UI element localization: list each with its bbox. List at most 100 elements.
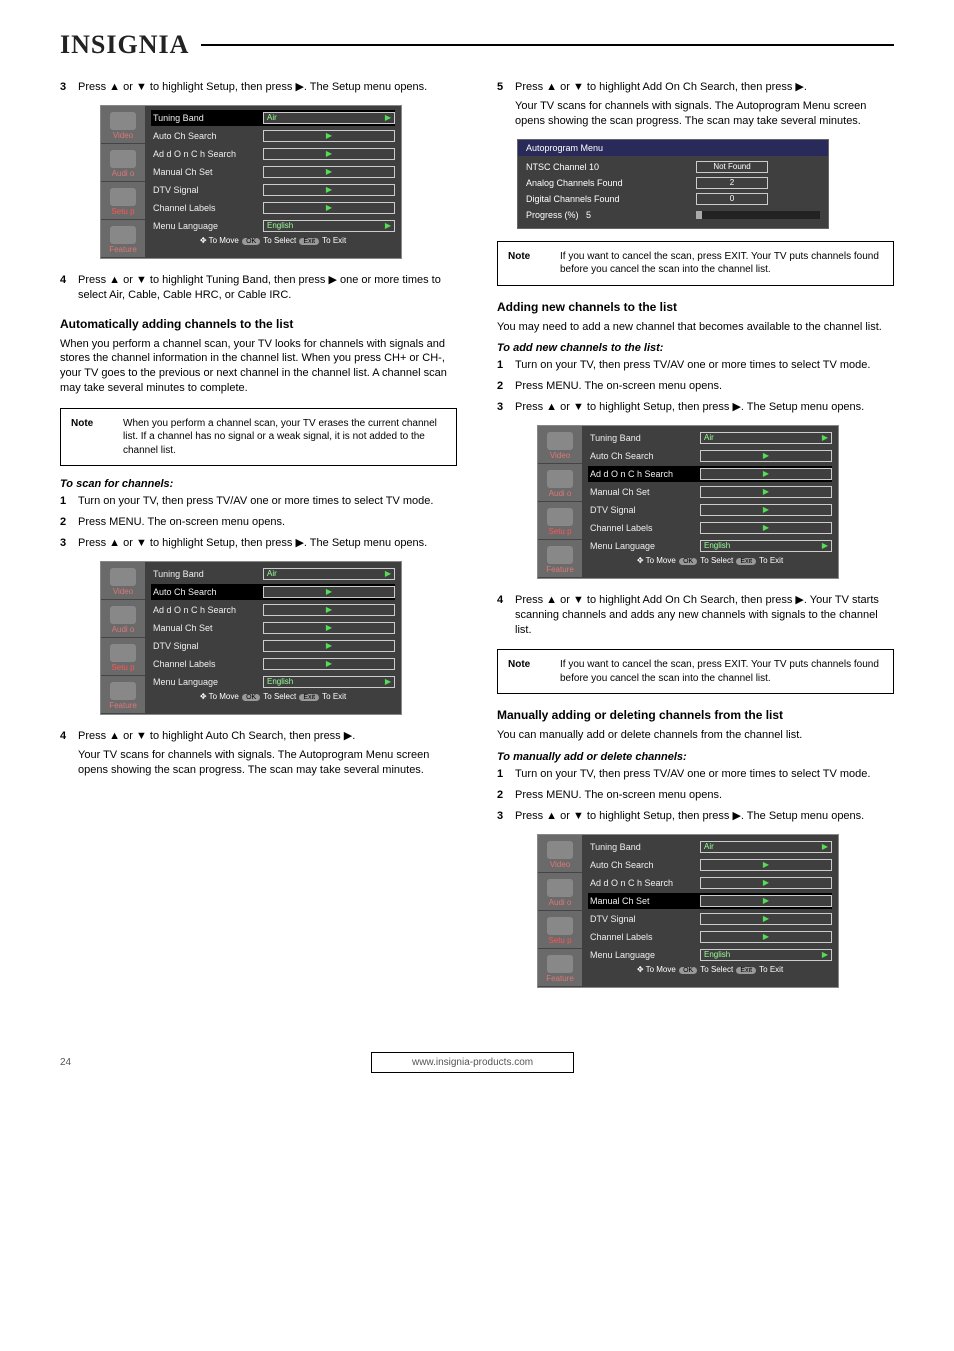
osd-row[interactable]: Ad d O n C h Search▶ — [588, 466, 832, 482]
osd-value[interactable]: ▶ — [263, 202, 395, 214]
osd-label: Ad d O n C h Search — [588, 878, 700, 888]
osd-value[interactable]: ▶ — [263, 622, 395, 634]
osd-value[interactable]: ▶ — [700, 859, 832, 871]
osd-row[interactable]: Menu LanguageEnglish▶ — [588, 538, 832, 554]
osd-row[interactable]: Tuning BandAir▶ — [588, 839, 832, 855]
osd-panel: VideoAudi oSetu pFeatureTuning BandAir▶A… — [537, 834, 839, 988]
osd-tab[interactable]: Audi o — [101, 144, 145, 182]
osd-tab-icon — [547, 841, 573, 859]
osd-row[interactable]: Channel Labels▶ — [588, 520, 832, 536]
osd-value[interactable]: English▶ — [700, 949, 832, 961]
osd-value[interactable]: ▶ — [700, 913, 832, 925]
exit-pill: Exit — [299, 694, 319, 701]
add-step-2: 2 Press MENU. The on-screen menu opens. — [497, 379, 894, 394]
osd-value[interactable]: ▶ — [263, 658, 395, 670]
osd-row[interactable]: Manual Ch Set▶ — [588, 484, 832, 500]
osd-tab[interactable]: Setu p — [101, 638, 145, 676]
osd-label: Manual Ch Set — [588, 896, 700, 906]
osd-value[interactable]: ▶ — [263, 586, 395, 598]
osd-row[interactable]: Manual Ch Set▶ — [151, 620, 395, 636]
osd-setup-menu-4: VideoAudi oSetu pFeatureTuning BandAir▶A… — [537, 834, 894, 988]
osd-value[interactable]: Air▶ — [263, 568, 395, 580]
osd-row[interactable]: Menu LanguageEnglish▶ — [151, 218, 395, 234]
osd-row[interactable]: Channel Labels▶ — [151, 656, 395, 672]
osd-value[interactable]: English▶ — [263, 676, 395, 688]
osd-value[interactable]: English▶ — [700, 540, 832, 552]
osd-value[interactable]: ▶ — [700, 504, 832, 516]
osd-row[interactable]: Channel Labels▶ — [588, 929, 832, 945]
osd-row[interactable]: DTV Signal▶ — [588, 911, 832, 927]
osd-value[interactable]: Air▶ — [700, 841, 832, 853]
osd-tab[interactable]: Feature — [538, 949, 582, 987]
osd-row[interactable]: Auto Ch Search▶ — [588, 857, 832, 873]
osd-row[interactable]: Ad d O n C h Search▶ — [151, 146, 395, 162]
osd-row[interactable]: DTV Signal▶ — [588, 502, 832, 518]
osd-tab[interactable]: Video — [101, 106, 145, 144]
osd-main: Tuning BandAir▶ Auto Ch Search▶ Ad d O n C… — [582, 835, 838, 987]
osd-tab[interactable]: Audi o — [538, 464, 582, 502]
page-header: INSIGNIA — [60, 30, 894, 60]
osd-tab[interactable]: Video — [538, 835, 582, 873]
osd-tab-icon — [547, 879, 573, 897]
add-step-3: 3 Press ▲ or ▼ to highlight Setup, then … — [497, 400, 894, 415]
osd-row[interactable]: Tuning BandAir▶ — [588, 430, 832, 446]
autoprog-row: NTSC Channel 10Not Found — [526, 160, 820, 174]
osd-row[interactable]: Manual Ch Set▶ — [151, 164, 395, 180]
osd-value[interactable]: ▶ — [263, 130, 395, 142]
osd-row[interactable]: DTV Signal▶ — [151, 182, 395, 198]
osd-value[interactable]: ▶ — [700, 931, 832, 943]
right-column: 5 Press ▲ or ▼ to highlight Add On Ch Se… — [497, 80, 894, 1002]
osd-value[interactable]: ▶ — [700, 895, 832, 907]
osd-row[interactable]: Manual Ch Set▶ — [588, 893, 832, 909]
osd-tab[interactable]: Feature — [538, 540, 582, 578]
osd-value[interactable]: ▶ — [700, 877, 832, 889]
osd-row[interactable]: Menu LanguageEnglish▶ — [588, 947, 832, 963]
osd-value[interactable]: ▶ — [263, 640, 395, 652]
osd-value[interactable]: ▶ — [700, 486, 832, 498]
autoprog-value: 0 — [696, 193, 768, 205]
osd-main: Tuning BandAir▶ Auto Ch Search▶ Ad d O n C… — [145, 106, 401, 258]
osd-tab[interactable]: Feature — [101, 676, 145, 714]
osd-tabs: VideoAudi oSetu pFeature — [101, 562, 145, 714]
osd-value[interactable]: ▶ — [700, 522, 832, 534]
osd-tab-icon — [110, 112, 136, 130]
osd-tab[interactable]: Video — [101, 562, 145, 600]
osd-tab[interactable]: Setu p — [538, 911, 582, 949]
osd-tab-icon — [547, 432, 573, 450]
osd-value[interactable]: English▶ — [263, 220, 395, 232]
autoprog-value: 2 — [696, 177, 768, 189]
osd-row[interactable]: Menu LanguageEnglish▶ — [151, 674, 395, 690]
osd-row[interactable]: Channel Labels▶ — [151, 200, 395, 216]
osd-row[interactable]: Ad d O n C h Search▶ — [588, 875, 832, 891]
osd-value[interactable]: ▶ — [263, 148, 395, 160]
osd-row[interactable]: Tuning BandAir▶ — [151, 110, 395, 126]
osd-label: Ad d O n C h Search — [151, 605, 263, 615]
osd-tab[interactable]: Audi o — [101, 600, 145, 638]
osd-row[interactable]: Tuning BandAir▶ — [151, 566, 395, 582]
osd-label: Channel Labels — [588, 932, 700, 942]
osd-tab[interactable]: Video — [538, 426, 582, 464]
osd-row[interactable]: Auto Ch Search▶ — [151, 584, 395, 600]
osd-value[interactable]: ▶ — [700, 468, 832, 480]
note-box-1: Note When you perform a channel scan, yo… — [60, 408, 457, 467]
osd-row[interactable]: DTV Signal▶ — [151, 638, 395, 654]
osd-row[interactable]: Auto Ch Search▶ — [151, 128, 395, 144]
osd-label: DTV Signal — [151, 641, 263, 651]
osd-value[interactable]: ▶ — [700, 450, 832, 462]
osd-tab[interactable]: Feature — [101, 220, 145, 258]
scan-subhead: To scan for channels: — [60, 478, 457, 490]
autoprog-label: Analog Channels Found — [526, 178, 696, 188]
osd-row[interactable]: Ad d O n C h Search▶ — [151, 602, 395, 618]
osd-row[interactable]: Auto Ch Search▶ — [588, 448, 832, 464]
osd-value[interactable]: ▶ — [263, 166, 395, 178]
osd-value[interactable]: Air▶ — [700, 432, 832, 444]
osd-tab[interactable]: Setu p — [101, 182, 145, 220]
osd-value[interactable]: ▶ — [263, 184, 395, 196]
osd-tab[interactable]: Setu p — [538, 502, 582, 540]
osd-value[interactable]: ▶ — [263, 604, 395, 616]
step-3: 3 Press ▲ or ▼ to highlight Setup, then … — [60, 80, 457, 95]
page-footer: 24 www.insignia-products.com — [60, 1052, 894, 1073]
osd-value[interactable]: Air▶ — [263, 112, 395, 124]
osd-tab[interactable]: Audi o — [538, 873, 582, 911]
scan-step-1: 1 Turn on your TV, then press TV/AV one … — [60, 494, 457, 509]
